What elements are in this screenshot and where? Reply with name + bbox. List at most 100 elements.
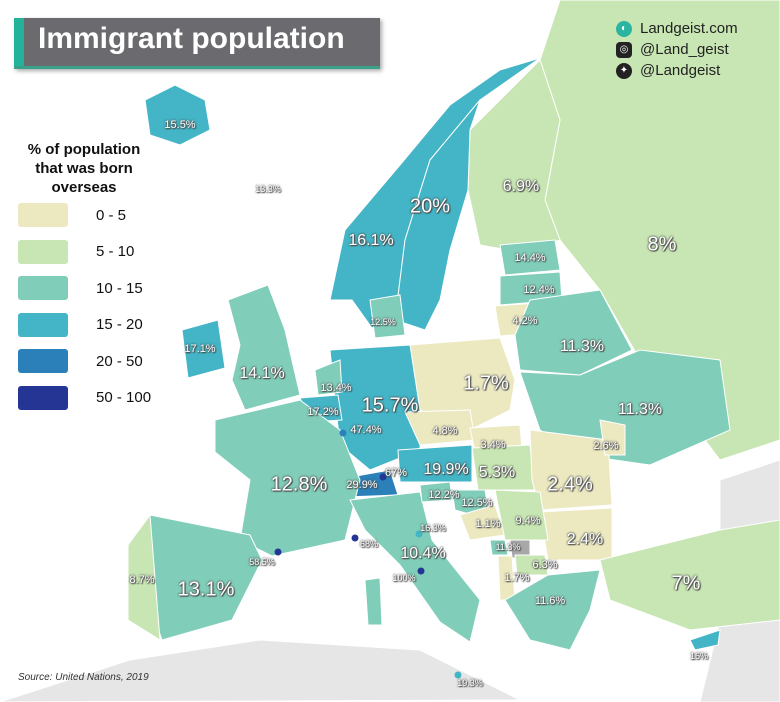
legend-range: 5 - 10: [96, 243, 135, 261]
monaco-marker: [351, 534, 359, 542]
sardinia-region: [364, 577, 383, 626]
legend-title: % of population that was born overseas: [27, 141, 141, 196]
value-label-france: 12.8%: [270, 473, 328, 496]
value-label-montenegro: 11.3%: [495, 542, 521, 552]
value-label-liechtenstein: 67%: [384, 467, 408, 479]
spain-region: [147, 514, 263, 641]
social-links: ◐ Landgeist.com ◎ @Land_geist ✦ @Landgeist: [616, 18, 738, 81]
website-text: Landgeist.com: [640, 20, 738, 37]
value-label-spain: 13.1%: [177, 578, 235, 601]
value-label-croatia: 12.5%: [461, 497, 493, 509]
map-title: Immigrant population: [38, 22, 345, 55]
value-label-belgium: 17.2%: [307, 406, 339, 418]
value-label-hungary: 5.3%: [478, 464, 516, 481]
france-region: [214, 399, 361, 557]
value-label-norway: 16.1%: [348, 232, 394, 249]
twitter-icon: ✦: [616, 62, 632, 79]
legend-range: 15 - 20: [96, 316, 143, 334]
legend-swatch: [18, 385, 68, 410]
legend-item: 15 - 20: [14, 307, 154, 344]
value-label-estonia: 14.4%: [514, 252, 546, 264]
uk-region: [227, 284, 301, 411]
legend-item: 50 - 100: [14, 380, 154, 417]
globe-icon: ◐: [616, 20, 632, 37]
legend-item: 20 - 50: [14, 343, 154, 380]
legend-swatch: [18, 349, 68, 374]
legend-swatch: [18, 239, 68, 264]
value-label-vatican: 100%: [392, 573, 416, 583]
legend-range: 50 - 100: [96, 389, 152, 407]
instagram-link[interactable]: ◎ @Land_geist: [616, 39, 738, 60]
malta-marker: [454, 671, 462, 679]
finland-region: [467, 59, 561, 253]
value-label-germany: 15.7%: [361, 394, 419, 417]
ireland-region: [181, 319, 226, 379]
value-label-malta: 19.3%: [457, 678, 483, 688]
value-label-romania: 2.4%: [547, 473, 593, 496]
value-label-ukraine: 11.3%: [617, 401, 663, 418]
legend-swatch: [18, 276, 68, 301]
value-label-bosnia: 1.1%: [475, 518, 501, 530]
value-label-latvia: 12.4%: [523, 284, 555, 296]
vatican-marker: [417, 567, 425, 575]
cyprus-region: [689, 629, 721, 651]
instagram-icon: ◎: [616, 41, 632, 58]
source-note: Source: United Nations, 2019: [18, 672, 149, 683]
san-marino-marker: [415, 530, 423, 538]
value-label-finland: 6.9%: [502, 178, 540, 195]
value-label-portugal: 8.7%: [129, 574, 155, 586]
value-label-ireland: 17.1%: [184, 343, 216, 355]
greece-region: [504, 569, 601, 651]
value-label-iceland: 15.5%: [164, 119, 196, 131]
value-label-lithuania: 4.2%: [512, 315, 538, 327]
legend-range: 10 - 15: [96, 279, 143, 297]
value-label-moldova: 2.6%: [593, 440, 619, 452]
value-label-serbia: 9.4%: [515, 515, 541, 527]
title-banner: Immigrant population: [14, 18, 380, 69]
montenegro-region: [489, 539, 509, 556]
romania-region: [529, 429, 613, 511]
value-label-turkey: 7%: [671, 572, 701, 595]
liechtenstein-marker: [379, 473, 387, 481]
value-label-north-macedonia: 6.3%: [532, 559, 558, 571]
value-label-austria: 19.9%: [423, 461, 469, 478]
value-label-faroe: 13.3%: [255, 184, 281, 194]
serbia-region: [494, 489, 549, 541]
twitter-link[interactable]: ✦ @Landgeist: [616, 60, 738, 81]
website-link[interactable]: ◐ Landgeist.com: [616, 18, 738, 39]
netherlands-region: [314, 359, 343, 396]
twitter-text: @Landgeist: [640, 62, 721, 79]
value-label-cyprus: 16%: [689, 651, 709, 661]
value-label-netherlands: 13.4%: [320, 382, 352, 394]
luxembourg-marker: [339, 429, 347, 437]
north-africa: [0, 639, 521, 702]
legend-range: 0 - 5: [96, 206, 127, 224]
legend-swatch: [18, 203, 68, 228]
legend-item: 5 - 10: [14, 234, 154, 271]
estonia-region: [499, 239, 561, 276]
value-label-sweden: 20%: [409, 195, 451, 218]
slovenia-region: [419, 481, 453, 503]
iceland-region: [144, 84, 211, 146]
value-label-slovakia: 3.4%: [480, 439, 506, 451]
legend-range: 20 - 50: [96, 352, 143, 370]
sweden-region: [394, 99, 481, 331]
legend: % of population that was born overseas 0…: [14, 140, 154, 416]
italy-region: [349, 491, 481, 643]
value-label-slovenia: 12.2%: [428, 489, 460, 501]
value-label-russia: 8%: [647, 233, 677, 256]
legend-item: 0 - 5: [14, 197, 154, 234]
value-label-uk: 14.1%: [239, 365, 285, 382]
instagram-text: @Land_geist: [640, 41, 729, 58]
denmark-region: [369, 294, 406, 339]
moldova-region: [599, 419, 626, 456]
turkey-region: [599, 519, 780, 631]
value-label-belarus: 11.3%: [559, 338, 605, 355]
title-accent: [14, 18, 24, 66]
value-label-greece: 11.6%: [534, 595, 566, 607]
value-label-monaco: 68%: [359, 539, 379, 549]
austria-region: [397, 444, 473, 483]
value-label-czechia: 4.8%: [432, 425, 458, 437]
value-label-san-marino: 16.3%: [420, 523, 446, 533]
